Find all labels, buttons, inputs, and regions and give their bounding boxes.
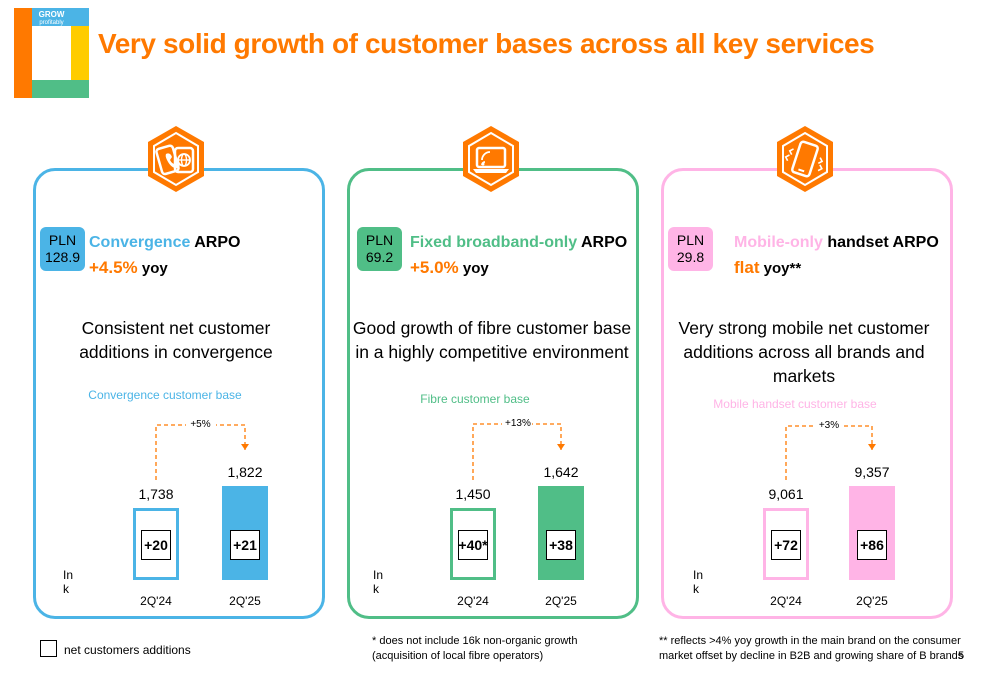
unit-label: In k <box>373 568 384 596</box>
fibre-arpo-change: +5.0% yoy <box>410 258 489 278</box>
arpo-change: +4.5% <box>89 258 138 277</box>
description-line: Very strong mobile net customer <box>678 318 930 338</box>
description-line: in a highly competitive environment <box>355 342 629 362</box>
arpo-change-suffix: yoy <box>137 260 168 277</box>
x-tick-label: 2Q'25 <box>856 594 888 608</box>
arpo-suffix: ARPO <box>190 234 241 251</box>
x-tick-label: 2Q'25 <box>229 594 261 608</box>
arpo-suffix: handset ARPO <box>822 234 939 251</box>
net-additions-box: +86 <box>857 530 887 560</box>
fibre-pln-box: PLN 69.2 <box>357 227 402 271</box>
growth-arrowhead <box>868 444 876 450</box>
net-additions-legend-label: net customers additions <box>64 643 191 657</box>
mobile-description: Very strong mobile net customer addition… <box>664 316 944 388</box>
growth-label: +3% <box>814 420 844 431</box>
arpo-change: flat <box>734 258 760 277</box>
x-tick-label: 2Q'24 <box>457 594 489 608</box>
description-line: Good growth of fibre customer base <box>352 318 632 338</box>
pln-value: 128.9 <box>44 249 81 265</box>
convergence-devices-icon <box>155 144 195 176</box>
net-additions-box: +40* <box>458 530 488 560</box>
arpo-suffix: ARPO <box>577 234 628 251</box>
arpo-name: Fixed broadband-only <box>410 234 578 251</box>
bar-value-label: 1,450 <box>455 486 491 502</box>
arpo-change-suffix: yoy <box>458 260 489 277</box>
footnote-line: market offset by decline in B2B and grow… <box>659 650 964 662</box>
logo-line2: profitably <box>39 20 64 26</box>
description-line: Consistent net customer <box>81 318 271 338</box>
chart-title: Fibre customer base <box>420 392 530 406</box>
fibre-footnote: * does not include 16k non-organic growt… <box>372 634 577 664</box>
net-additions-legend-swatch <box>40 640 57 657</box>
grow-profitably-logo: GROW profitably <box>14 8 89 98</box>
description-line: markets <box>772 366 836 386</box>
convergence-pln-box: PLN 128.9 <box>40 227 85 271</box>
growth-connector-line <box>785 425 873 480</box>
logo-line1: GROW <box>38 10 65 19</box>
bar-value-label: 9,357 <box>854 464 890 480</box>
mobile-hex-badge <box>774 124 836 199</box>
laptop-broadband-icon <box>473 146 509 173</box>
footnote-line: (acquisition of local fibre operators) <box>372 650 544 662</box>
convergence-arpo-heading: Convergence ARPO <box>89 234 240 252</box>
bar-value-label: 1,642 <box>543 464 579 480</box>
convergence-description: Consistent net customer additions in con… <box>36 316 316 364</box>
pln-value: 29.8 <box>676 249 705 265</box>
net-additions-box: +20 <box>141 530 171 560</box>
footnote-line: * does not include 16k non-organic growt… <box>372 635 578 647</box>
description-line: additions across all brands and <box>683 342 925 362</box>
arpo-change: +5.0% <box>410 258 459 277</box>
footnote-line: ** reflects >4% yoy growth in the main b… <box>659 635 961 647</box>
unit-label: In k <box>693 568 704 596</box>
arpo-name: Convergence <box>89 234 191 251</box>
growth-label: +13% <box>502 418 532 429</box>
bar-value-label: 1,822 <box>227 464 263 480</box>
description-line: additions in convergence <box>79 342 273 362</box>
pln-label: PLN <box>365 232 394 248</box>
net-additions-box: +38 <box>546 530 576 560</box>
fibre-hex-badge <box>460 124 522 199</box>
growth-arrowhead <box>557 444 565 450</box>
mobile-footnote: ** reflects >4% yoy growth in the main b… <box>659 634 963 664</box>
mobile-arpo-heading: Mobile-only handset ARPO <box>734 234 939 252</box>
x-tick-label: 2Q'24 <box>140 594 172 608</box>
net-additions-box: +72 <box>771 530 801 560</box>
growth-arrowhead <box>241 444 249 450</box>
x-tick-label: 2Q'24 <box>770 594 802 608</box>
bar-value-label: 1,738 <box>138 486 174 502</box>
bar-value-label: 9,061 <box>768 486 804 502</box>
mobile-arpo-change: flat yoy** <box>734 258 801 278</box>
arpo-change-suffix: yoy** <box>759 260 802 277</box>
pln-label: PLN <box>48 232 77 248</box>
mobile-phone-icon <box>784 140 824 178</box>
unit-label: In k <box>63 568 74 596</box>
chart-title: Mobile handset customer base <box>713 397 877 411</box>
chart-title: Convergence customer base <box>88 388 242 402</box>
arpo-name: Mobile-only <box>734 234 823 251</box>
growth-label: +5% <box>185 419 216 430</box>
net-additions-box: +21 <box>230 530 260 560</box>
page-number: 5 <box>958 650 965 662</box>
pln-value: 69.2 <box>365 249 394 265</box>
fibre-description: Good growth of fibre customer base in a … <box>350 316 634 364</box>
x-tick-label: 2Q'25 <box>545 594 577 608</box>
convergence-arpo-change: +4.5% yoy <box>89 258 168 278</box>
pln-label: PLN <box>676 232 705 248</box>
fibre-arpo-heading: Fixed broadband-only ARPO <box>410 234 627 252</box>
page-title: Very solid growth of customer bases acro… <box>98 28 875 59</box>
mobile-pln-box: PLN 29.8 <box>668 227 713 271</box>
